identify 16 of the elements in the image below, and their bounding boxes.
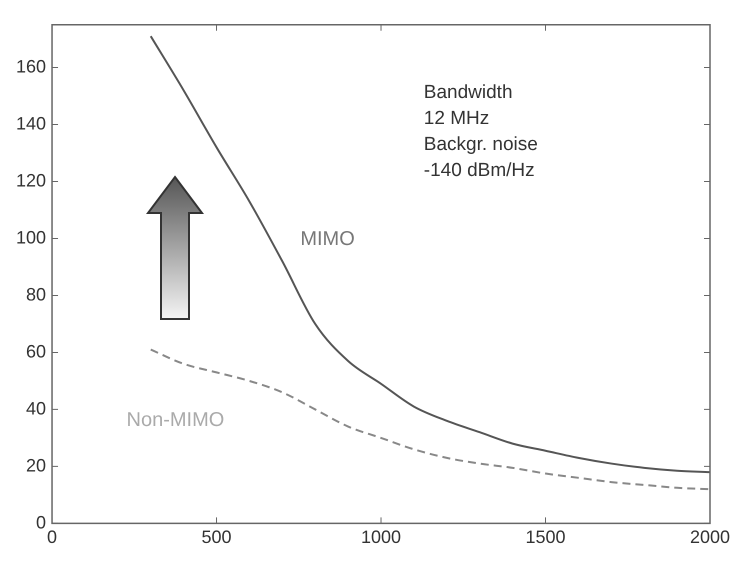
x-tick-label: 1000	[360, 527, 402, 548]
x-tick-label: 2000	[690, 527, 730, 548]
y-tick-label: 0	[36, 512, 46, 532]
annotation: Bandwidth 12 MHz Backgr. noise -140 dBm/Hz	[424, 82, 538, 182]
y-tick-label: 140	[16, 113, 46, 134]
y-tick-label: 100	[16, 227, 46, 248]
y-tick-label: 20	[26, 455, 46, 476]
series-label: MIMO	[300, 228, 355, 250]
x-tick-label: 500	[202, 527, 232, 548]
y-tick-label: 160	[16, 56, 46, 77]
y-tick-label: 120	[16, 170, 46, 190]
y-tick-label: 80	[26, 284, 46, 304]
x-tick-label: 1500	[525, 527, 566, 548]
y-tick-label: 40	[26, 398, 46, 418]
series-label: Non-MIMO	[126, 408, 224, 431]
y-tick-label: 60	[26, 341, 46, 362]
